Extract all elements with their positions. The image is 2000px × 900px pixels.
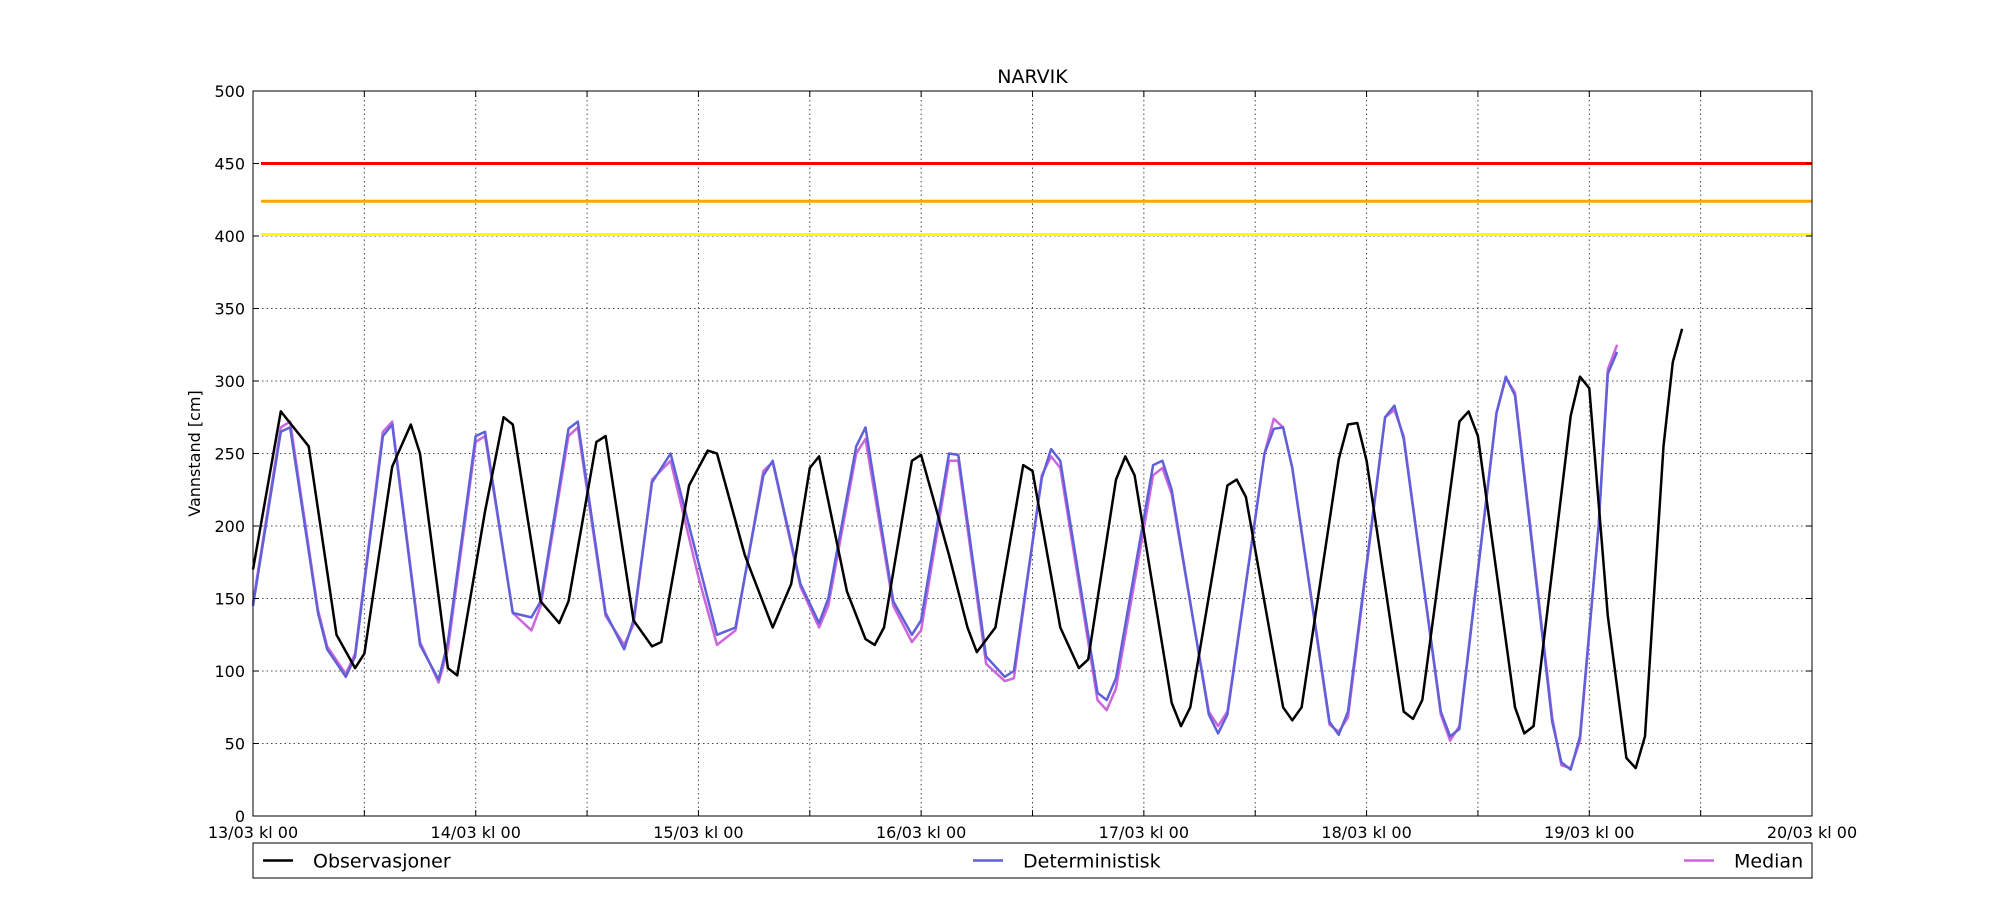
series-line-observasjoner	[251, 328, 1684, 770]
y-tick-label: 450	[214, 155, 245, 174]
chart-title: NARVIK	[997, 66, 1068, 88]
y-axis-label: Vannstand [cm]	[185, 390, 204, 516]
legend: Observasjoner Deterministisk Median	[252, 842, 1813, 879]
series-line-deterministisk	[251, 351, 1619, 771]
y-tick-label: 250	[214, 445, 245, 464]
x-tick-label: 15/03 kl 00	[653, 823, 743, 842]
y-tick-label: 50	[225, 735, 245, 754]
x-tick-label: 20/03 kl 00	[1767, 823, 1857, 842]
x-tick-label: 14/03 kl 00	[431, 823, 521, 842]
y-tick-label: 500	[214, 82, 245, 101]
x-tick-label: 17/03 kl 00	[1099, 823, 1189, 842]
x-tick-label: 16/03 kl 00	[876, 823, 966, 842]
series-lines	[251, 328, 1684, 771]
y-tick-label: 400	[214, 227, 245, 246]
legend-frame	[252, 842, 1813, 879]
threshold-lines	[261, 162, 1812, 237]
axis-ticks: 0 50 100 150 200 250 300 350 400 450 500 13/03 kl 0…	[208, 82, 1857, 842]
legend-label-median: Median	[1734, 851, 1803, 873]
y-tick-label: 150	[214, 590, 245, 609]
y-tick-label: 200	[214, 517, 245, 536]
legend-label-deterministisk: Deterministisk	[1023, 851, 1161, 873]
y-tick-label: 100	[214, 662, 245, 681]
y-tick-label: 300	[214, 372, 245, 391]
y-tick-label: 0	[235, 807, 245, 826]
x-tick-label: 18/03 kl 00	[1321, 823, 1411, 842]
x-tick-label: 19/03 kl 00	[1544, 823, 1634, 842]
y-tick-label: 350	[214, 300, 245, 319]
x-tick-label: 13/03 kl 00	[208, 823, 298, 842]
legend-label-observasjoner: Observasjoner	[313, 851, 451, 873]
